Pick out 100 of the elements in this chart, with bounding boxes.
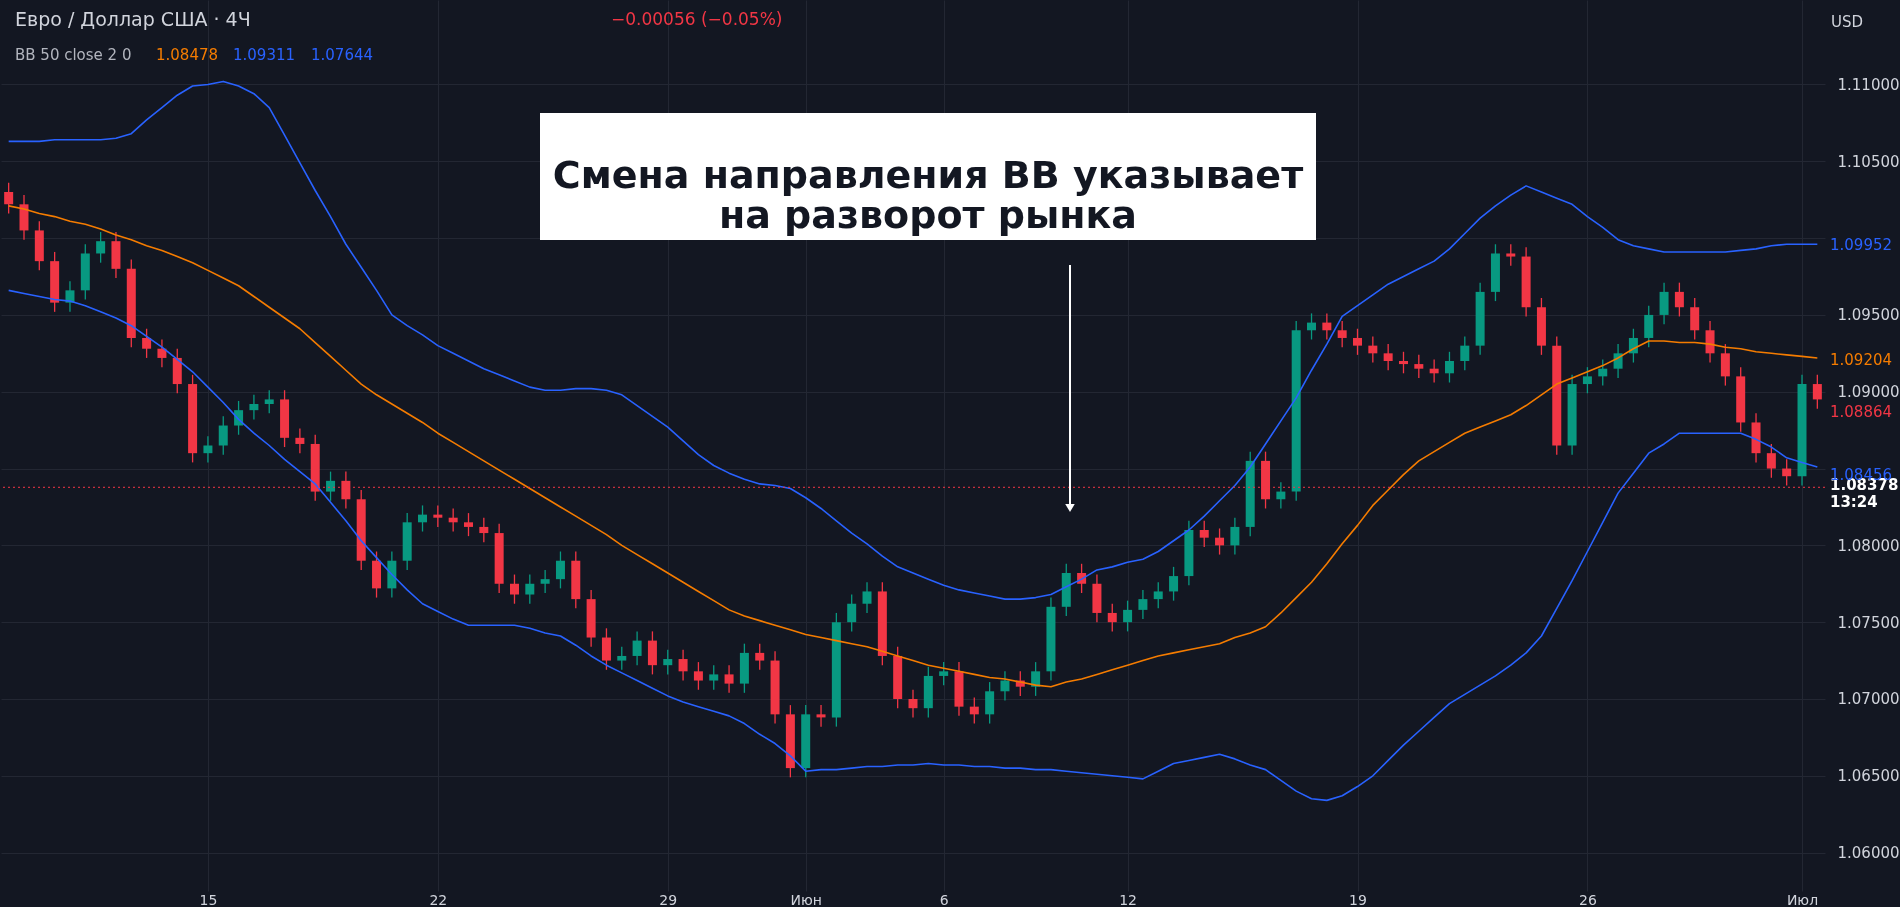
candlestick <box>1000 670 1010 702</box>
candlestick <box>1613 343 1623 379</box>
x-tick-label: 26 <box>1579 891 1597 907</box>
y-tick-label: 1.09000 <box>1837 383 1900 402</box>
candlestick <box>4 182 14 215</box>
candlestick <box>632 630 642 666</box>
candlestick <box>525 573 535 605</box>
x-tick-label: 29 <box>659 891 678 907</box>
candlestick <box>1582 366 1592 394</box>
x-tick-label: 22 <box>429 891 448 907</box>
x-tick-label: 6 <box>939 891 949 907</box>
candlestick <box>1123 600 1133 633</box>
candlestick <box>862 581 872 614</box>
y-tick-label: 1.08000 <box>1837 536 1900 555</box>
text: BB 50 close 2 0 <box>15 46 132 64</box>
candlestick <box>939 661 949 686</box>
candlestick <box>969 696 979 725</box>
candlestick <box>234 400 244 436</box>
candlestick <box>1720 343 1730 387</box>
candlestick <box>1383 343 1393 371</box>
x-tick-label: 19 <box>1349 891 1367 907</box>
candlestick <box>157 338 167 368</box>
candlestick <box>264 389 274 414</box>
candlestick <box>540 569 550 594</box>
candlestick <box>1460 335 1470 371</box>
text: 1.09952 <box>1830 236 1893 254</box>
candlestick <box>96 231 106 264</box>
y-tick-label: 1.09500 <box>1837 306 1900 325</box>
chart-title: Евро / Доллар США · 4Ч <box>15 8 251 30</box>
candlestick <box>555 550 565 590</box>
candlestick <box>847 593 857 633</box>
annotation: 1.09311 <box>233 46 296 64</box>
x-tick-label: 15 <box>199 891 218 907</box>
text: 1.09204 <box>1830 351 1893 369</box>
x-tick-label: Июн <box>790 891 822 907</box>
candlestick <box>1153 581 1163 609</box>
candlestick <box>464 512 473 537</box>
candlestick <box>1307 312 1317 341</box>
candlestick <box>1199 520 1209 548</box>
text: USD <box>1831 13 1864 31</box>
y-tick-label: 1.06500 <box>1837 767 1900 786</box>
candlestick <box>755 643 765 671</box>
candlestick <box>218 415 228 456</box>
candlestick <box>1690 297 1700 341</box>
candlestick <box>1598 358 1608 387</box>
candlestick <box>1812 374 1822 410</box>
x-tick-label: Июл <box>1786 891 1819 907</box>
text: 1.08864 <box>1830 403 1893 421</box>
candlestick <box>1659 282 1669 325</box>
candlestick <box>1766 443 1776 479</box>
candlestick <box>1322 312 1332 341</box>
annotation: 1.08478 <box>156 46 219 64</box>
candlestick <box>985 681 995 725</box>
candlestick <box>1169 566 1179 602</box>
x-tick-label: 12 <box>1119 891 1137 907</box>
candlestick <box>1276 481 1286 510</box>
candlestick <box>1031 661 1041 697</box>
candlestick <box>1138 589 1148 620</box>
annotation: 1.07644 <box>311 46 374 64</box>
y-tick-label: 1.06000 <box>1837 844 1900 863</box>
candlestick <box>1674 282 1684 318</box>
candlestick <box>1782 458 1792 487</box>
candlestick <box>1368 335 1378 364</box>
candlestick <box>678 649 688 682</box>
candlestick <box>1705 320 1715 364</box>
candlestick <box>1230 517 1240 556</box>
candlestick <box>908 689 918 719</box>
candlestick <box>509 573 519 605</box>
candlestick <box>1398 351 1408 374</box>
candlestick <box>663 649 673 676</box>
candlestick <box>295 427 305 454</box>
y-tick-label: 1.07000 <box>1837 690 1900 709</box>
annotation: −0.00056 (−0.05%) <box>611 9 783 29</box>
line-series <box>7 80 1819 600</box>
candlestick <box>617 646 627 671</box>
candlestick <box>693 661 703 691</box>
candlestick <box>418 504 428 533</box>
y-tick-label: 1.11000 <box>1837 75 1900 94</box>
y-tick-label: 1.10500 <box>1837 152 1900 171</box>
annotation: Смена направления BB указывает на разворот рынка <box>552 153 1304 237</box>
candlestick <box>479 517 489 543</box>
candlestick <box>249 394 259 421</box>
candlestick <box>326 470 336 502</box>
candlestick <box>203 435 213 464</box>
line-series <box>7 289 1819 802</box>
candlestick <box>1337 320 1347 348</box>
y-tick-label: 1.07500 <box>1837 613 1900 632</box>
candlestick <box>1107 603 1117 633</box>
candlestick <box>1414 354 1424 379</box>
candlestick <box>433 504 443 528</box>
candlestick <box>142 328 152 359</box>
candlestick <box>724 664 734 694</box>
candlestick <box>1444 351 1454 384</box>
candlestick <box>1215 527 1225 556</box>
candlestick <box>709 664 719 691</box>
candlestick <box>1644 305 1654 348</box>
candlestick <box>816 704 826 728</box>
candlestick <box>1353 328 1362 356</box>
candlestick <box>1506 243 1516 267</box>
candlestick <box>601 627 611 671</box>
